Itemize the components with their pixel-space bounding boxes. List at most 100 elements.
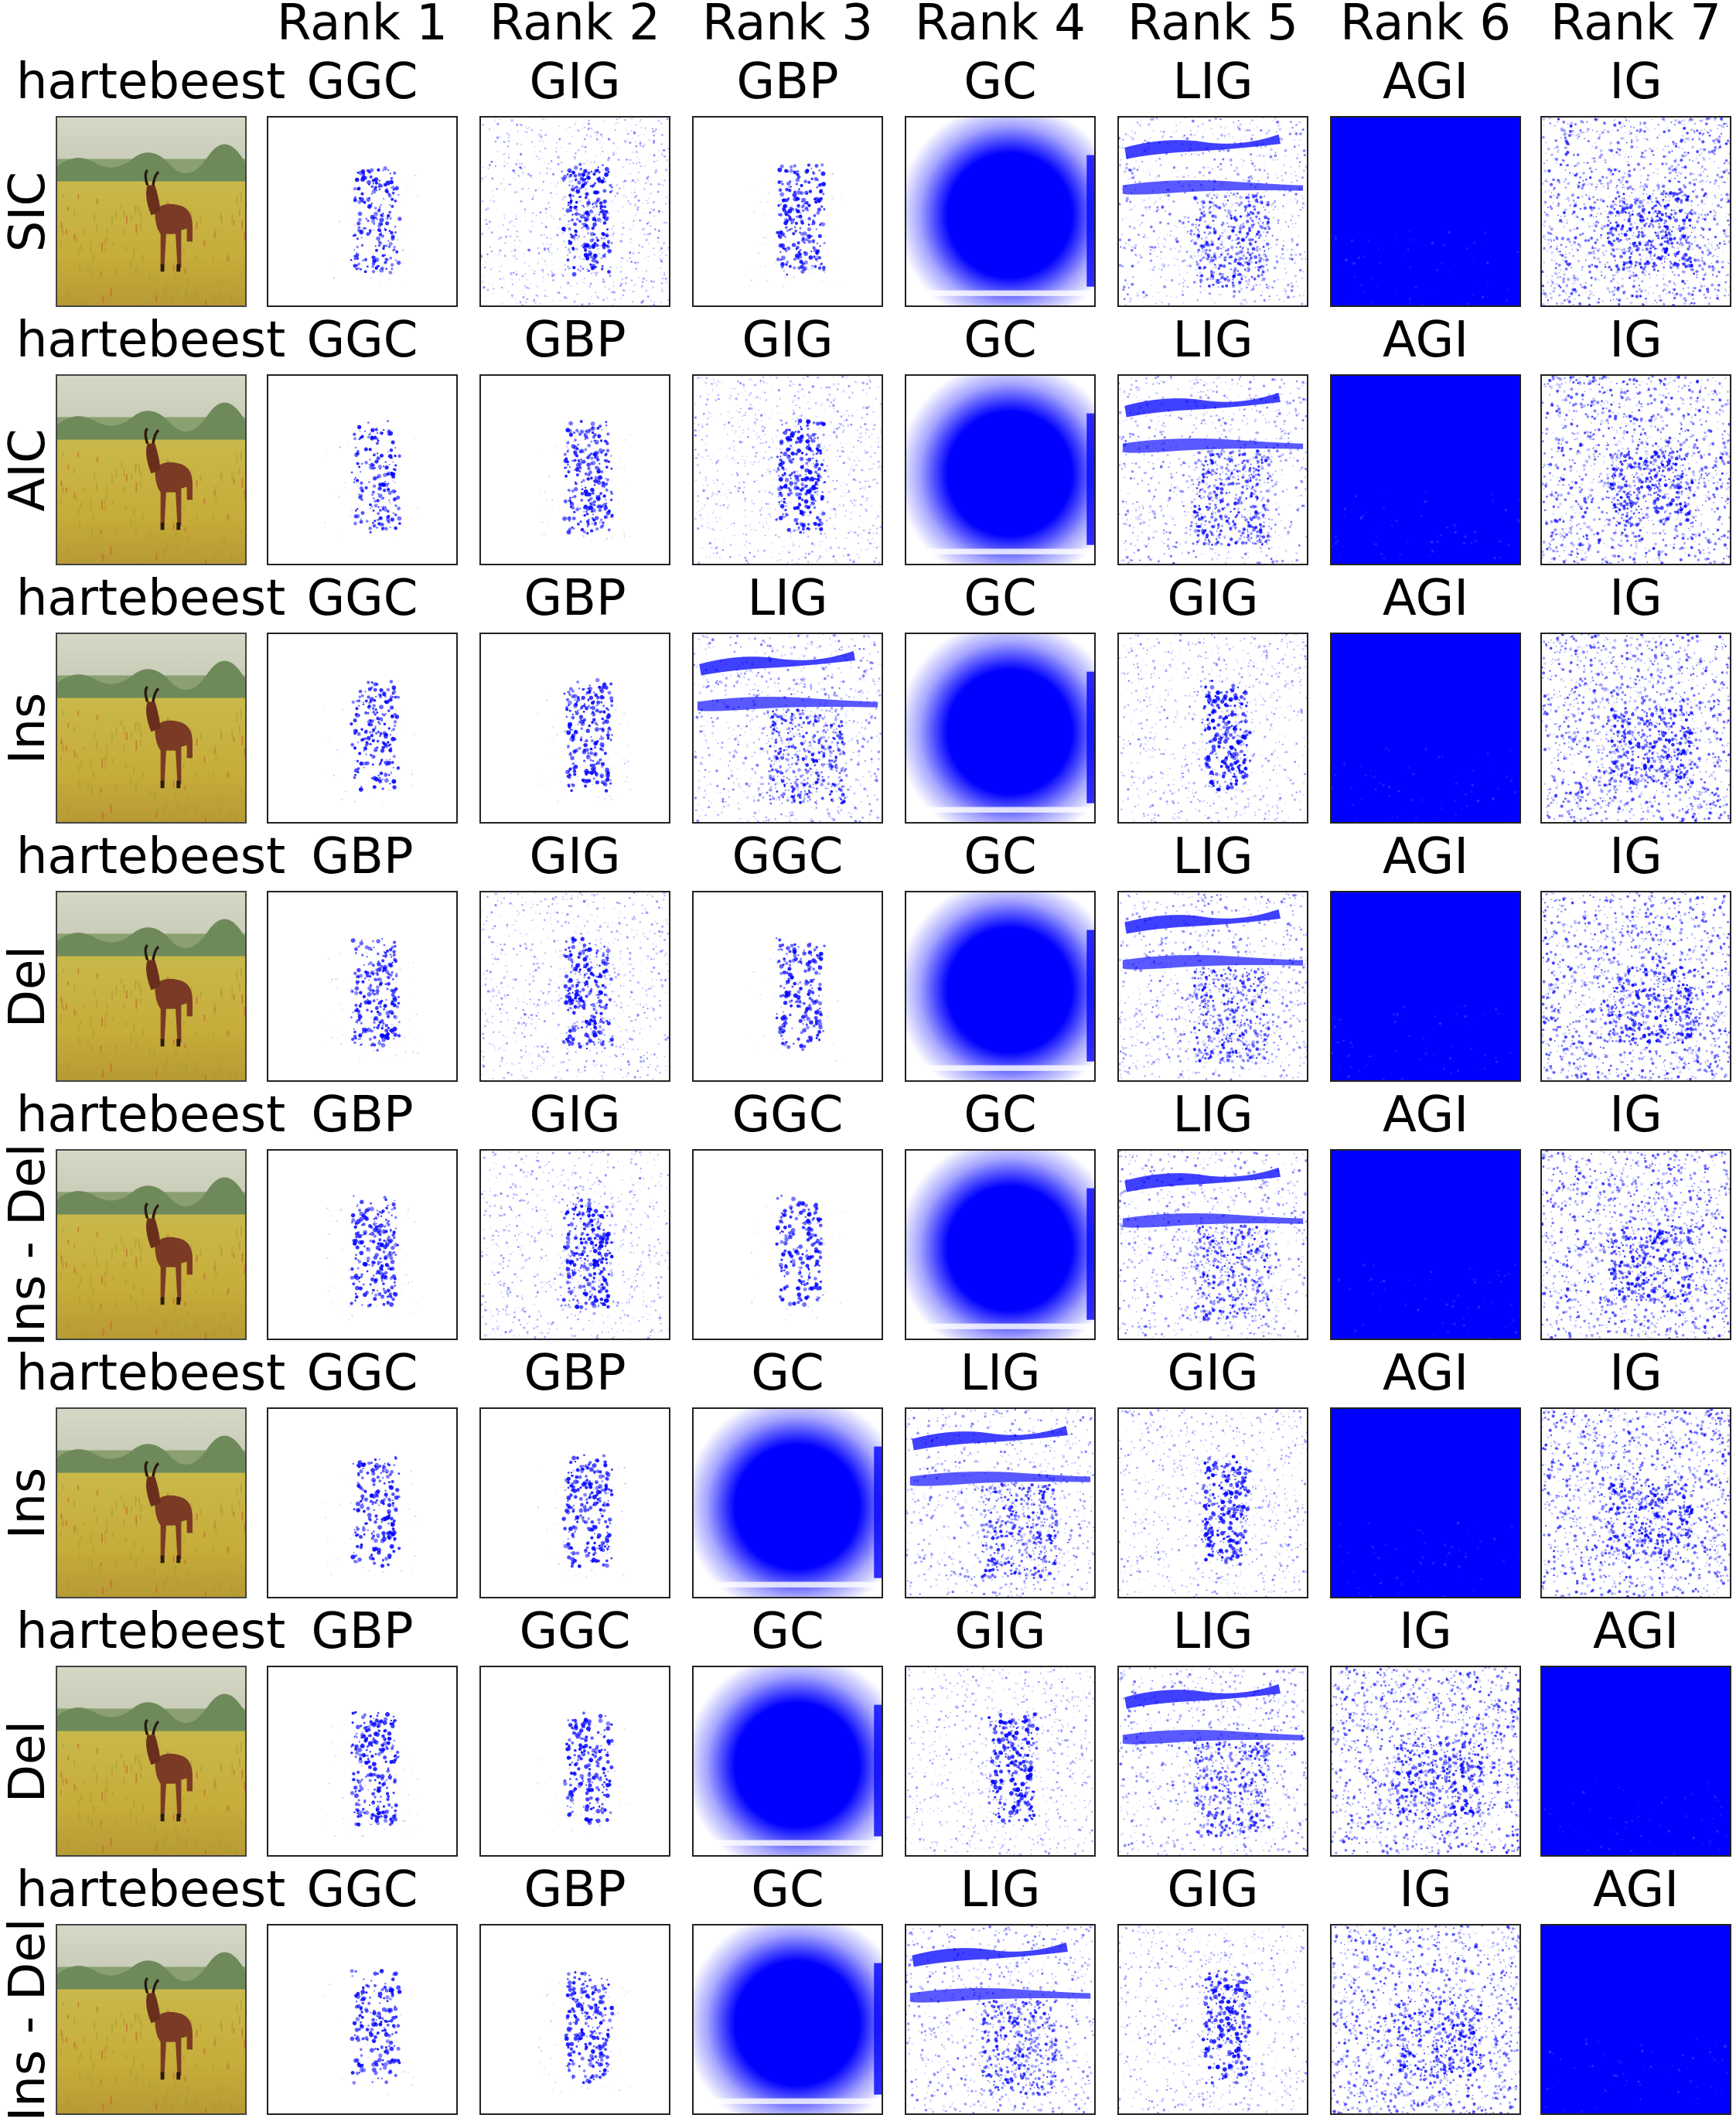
method-label: AGI [1315, 1084, 1536, 1146]
metric-label: Ins - Del [0, 1918, 56, 2121]
saliency-map [1330, 116, 1521, 307]
metric-label: AIC [0, 428, 56, 511]
saliency-map [1330, 891, 1521, 1082]
method-label: GC [677, 1859, 899, 1921]
class-label: hartebeest [0, 826, 302, 888]
saliency-map [1117, 116, 1308, 307]
class-label: hartebeest [0, 1601, 302, 1663]
saliency-map [905, 891, 1096, 1082]
method-label: GGC [251, 309, 473, 371]
metric-label: SIC [0, 171, 56, 251]
method-label: IG [1525, 1342, 1736, 1404]
saliency-map [692, 1924, 883, 2115]
method-label: GGC [251, 1342, 473, 1404]
method-label: GC [677, 1342, 899, 1404]
saliency-map [479, 374, 670, 565]
method-label: AGI [1315, 309, 1536, 371]
saliency-map [1330, 1149, 1521, 1340]
method-label: GIG [1102, 568, 1324, 629]
method-label: GC [889, 51, 1111, 113]
method-label: GGC [464, 1601, 686, 1663]
saliency-map [905, 374, 1096, 565]
saliency-map [1117, 633, 1308, 824]
class-label: hartebeest [0, 1859, 302, 1921]
method-label: GBP [464, 1342, 686, 1404]
saliency-map [1330, 374, 1521, 565]
method-label: AGI [1315, 51, 1536, 113]
saliency-map [692, 633, 883, 824]
saliency-map [692, 1407, 883, 1598]
method-label: GGC [677, 826, 899, 888]
input-image [56, 116, 247, 307]
saliency-map [267, 116, 458, 307]
input-image [56, 1924, 247, 2115]
saliency-map [1540, 374, 1731, 565]
metric-label: Del [0, 1720, 56, 1802]
saliency-map [267, 1924, 458, 2115]
saliency-map [1540, 1924, 1731, 2115]
method-label: GBP [464, 309, 686, 371]
saliency-map [692, 1666, 883, 1857]
saliency-map [479, 891, 670, 1082]
method-label: AGI [1525, 1601, 1736, 1663]
method-label: GGC [251, 1859, 473, 1921]
method-label: GIG [889, 1601, 1111, 1663]
saliency-map [1540, 633, 1731, 824]
method-label: GC [889, 1084, 1111, 1146]
method-label: LIG [1102, 826, 1324, 888]
saliency-map [1330, 1924, 1521, 2115]
saliency-map [1117, 1149, 1308, 1340]
method-label: GGC [251, 568, 473, 629]
saliency-map [1117, 891, 1308, 1082]
saliency-map [905, 1149, 1096, 1340]
class-label: hartebeest [0, 568, 302, 629]
input-image [56, 1149, 247, 1340]
method-label: GBP [251, 826, 473, 888]
method-label: GGC [677, 1084, 899, 1146]
saliency-map [905, 633, 1096, 824]
method-label: LIG [1102, 51, 1324, 113]
rank-header: Rank 7 [1525, 0, 1736, 49]
method-label: AGI [1525, 1859, 1736, 1921]
saliency-map [479, 1407, 670, 1598]
method-label: LIG [1102, 1601, 1324, 1663]
rank-header: Rank 2 [464, 0, 686, 49]
input-image [56, 1407, 247, 1598]
saliency-map [479, 116, 670, 307]
metric-label: Ins - Del [0, 1143, 56, 1346]
saliency-map [479, 1924, 670, 2115]
method-label: IG [1525, 826, 1736, 888]
method-label: GBP [251, 1601, 473, 1663]
saliency-map [1117, 1924, 1308, 2115]
rank-header: Rank 5 [1102, 0, 1324, 49]
rank-header: Rank 3 [677, 0, 899, 49]
method-label: IG [1525, 1084, 1736, 1146]
method-label: GBP [464, 1859, 686, 1921]
saliency-map [479, 1666, 670, 1857]
saliency-map [905, 116, 1096, 307]
saliency-map [479, 1149, 670, 1340]
saliency-map [1117, 1666, 1308, 1857]
saliency-map [692, 891, 883, 1082]
class-label: hartebeest [0, 51, 302, 113]
saliency-map [905, 1407, 1096, 1598]
saliency-map [267, 1407, 458, 1598]
saliency-map [905, 1924, 1096, 2115]
metric-label: Del [0, 945, 56, 1027]
method-label: AGI [1315, 826, 1536, 888]
method-label: GIG [1102, 1859, 1324, 1921]
method-label: GC [889, 309, 1111, 371]
saliency-map [1117, 1407, 1308, 1598]
saliency-map [1540, 891, 1731, 1082]
method-label: GGC [251, 51, 473, 113]
class-label: hartebeest [0, 309, 302, 371]
saliency-map [267, 1149, 458, 1340]
method-label: GBP [251, 1084, 473, 1146]
method-label: GC [889, 568, 1111, 629]
saliency-map [1540, 1407, 1731, 1598]
method-label: GIG [677, 309, 899, 371]
method-label: GBP [677, 51, 899, 113]
method-label: IG [1525, 568, 1736, 629]
method-label: GIG [1102, 1342, 1324, 1404]
saliency-map [267, 633, 458, 824]
